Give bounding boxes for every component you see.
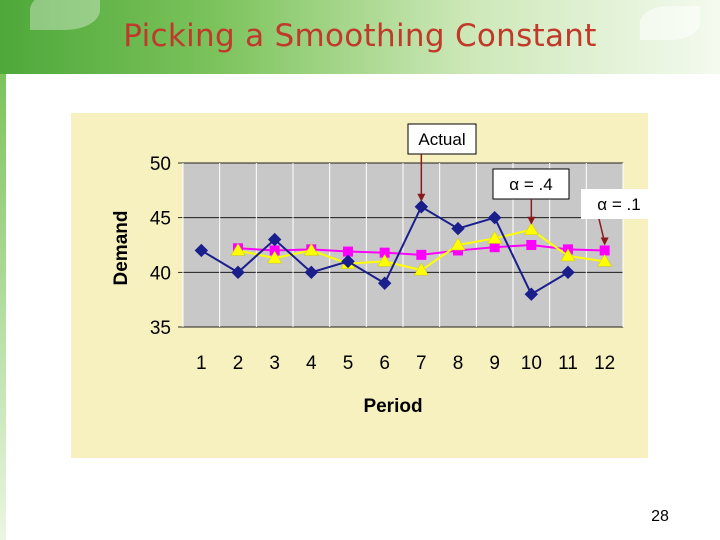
annotation-label: α = .4 [509, 175, 552, 194]
annotation-box [492, 168, 570, 200]
data-point-square [269, 245, 280, 256]
data-point-diamond [561, 265, 575, 280]
x-tick-label: 6 [379, 353, 390, 374]
data-point-square [379, 247, 390, 258]
data-point-triangle [450, 237, 466, 251]
annotation-arrowhead [600, 237, 609, 246]
annotation-label: α = .1 [597, 195, 640, 214]
x-tick-label: 11 [558, 353, 578, 374]
data-point-diamond [487, 210, 502, 225]
data-point-triangle [487, 230, 503, 244]
y-tick-label: 35 [150, 318, 171, 339]
x-tick-label: 12 [594, 353, 615, 374]
x-tick-label: 3 [269, 353, 280, 374]
data-point-triangle [523, 222, 539, 235]
data-point-triangle [230, 242, 246, 256]
data-point-diamond [377, 276, 392, 290]
x-tick-label: 7 [416, 353, 427, 374]
leaf-decoration [640, 6, 700, 40]
left-accent-bar [0, 74, 6, 540]
x-tick-label: 4 [306, 353, 317, 374]
x-tick-label: 9 [489, 353, 500, 374]
y-tick-label: 45 [150, 209, 171, 230]
data-point-triangle [413, 262, 429, 276]
data-point-diamond [231, 265, 245, 280]
data-point-triangle [560, 248, 576, 262]
data-point-diamond [524, 287, 539, 301]
data-point-diamond [451, 221, 465, 236]
x-tick-label: 10 [521, 353, 542, 374]
data-point-triangle [377, 253, 393, 267]
x-axis-title: Period [363, 396, 422, 417]
slide-title: Picking a Smoothing Constant [123, 18, 597, 54]
x-tick-label: 8 [453, 353, 464, 374]
data-point-square [343, 246, 353, 257]
data-point-square [489, 242, 500, 253]
page-number: 28 [651, 508, 669, 525]
annotation-label: Actual [418, 130, 465, 149]
data-point-diamond [267, 232, 282, 247]
data-point-diamond [194, 243, 209, 258]
data-point-diamond [414, 200, 429, 214]
data-point-diamond [304, 265, 319, 280]
annotation-box [581, 189, 648, 219]
data-point-square [453, 245, 463, 256]
y-axis-title: Demand [111, 211, 132, 286]
data-point-triangle [303, 242, 319, 256]
chart-container: 35 40 45 50 1 2 3 4 5 6 7 8 9 10 11 12 Period Demand Actua… [71, 113, 648, 458]
x-tick-label: 2 [233, 353, 244, 374]
x-tick-label: 5 [343, 353, 354, 374]
data-point-square [526, 240, 537, 250]
annotation-box [407, 123, 477, 155]
x-tick-label: 1 [196, 353, 207, 374]
y-tick-label: 40 [150, 263, 171, 284]
annotation-arrowhead [417, 193, 426, 202]
data-point-diamond [341, 254, 355, 269]
title-banner [0, 0, 720, 74]
data-point-triangle [597, 253, 613, 267]
annotation-arrowhead [527, 216, 536, 225]
data-point-triangle [267, 250, 283, 264]
data-point-square [599, 245, 610, 256]
data-point-square [416, 249, 427, 260]
y-tick-label: 50 [150, 154, 171, 175]
